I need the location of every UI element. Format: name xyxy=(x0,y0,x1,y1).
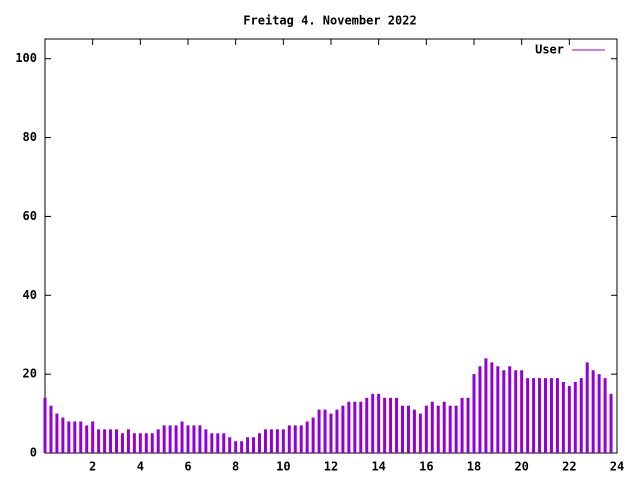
legend-label: User xyxy=(535,43,564,57)
y-tick-label: 60 xyxy=(23,209,37,223)
x-tick-label: 10 xyxy=(276,460,290,474)
x-tick-label: 18 xyxy=(467,460,481,474)
x-tick-label: 8 xyxy=(232,460,239,474)
plot-border xyxy=(44,38,618,454)
y-tick-label: 20 xyxy=(23,367,37,381)
x-tick-label: 14 xyxy=(371,460,385,474)
x-tick-label: 2 xyxy=(89,460,96,474)
y-tick-label: 100 xyxy=(15,51,37,65)
x-tick-label: 16 xyxy=(419,460,433,474)
y-tick-label: 80 xyxy=(23,130,37,144)
x-tick-label: 4 xyxy=(137,460,144,474)
chart-title: Freitag 4. November 2022 xyxy=(243,14,416,28)
y-tick-label: 0 xyxy=(30,446,37,460)
x-tick-label: 24 xyxy=(610,460,624,474)
y-tick-label: 40 xyxy=(23,288,37,302)
x-tick-label: 12 xyxy=(324,460,338,474)
x-tick-label: 20 xyxy=(514,460,528,474)
x-tick-label: 22 xyxy=(562,460,576,474)
x-tick-label: 6 xyxy=(184,460,191,474)
